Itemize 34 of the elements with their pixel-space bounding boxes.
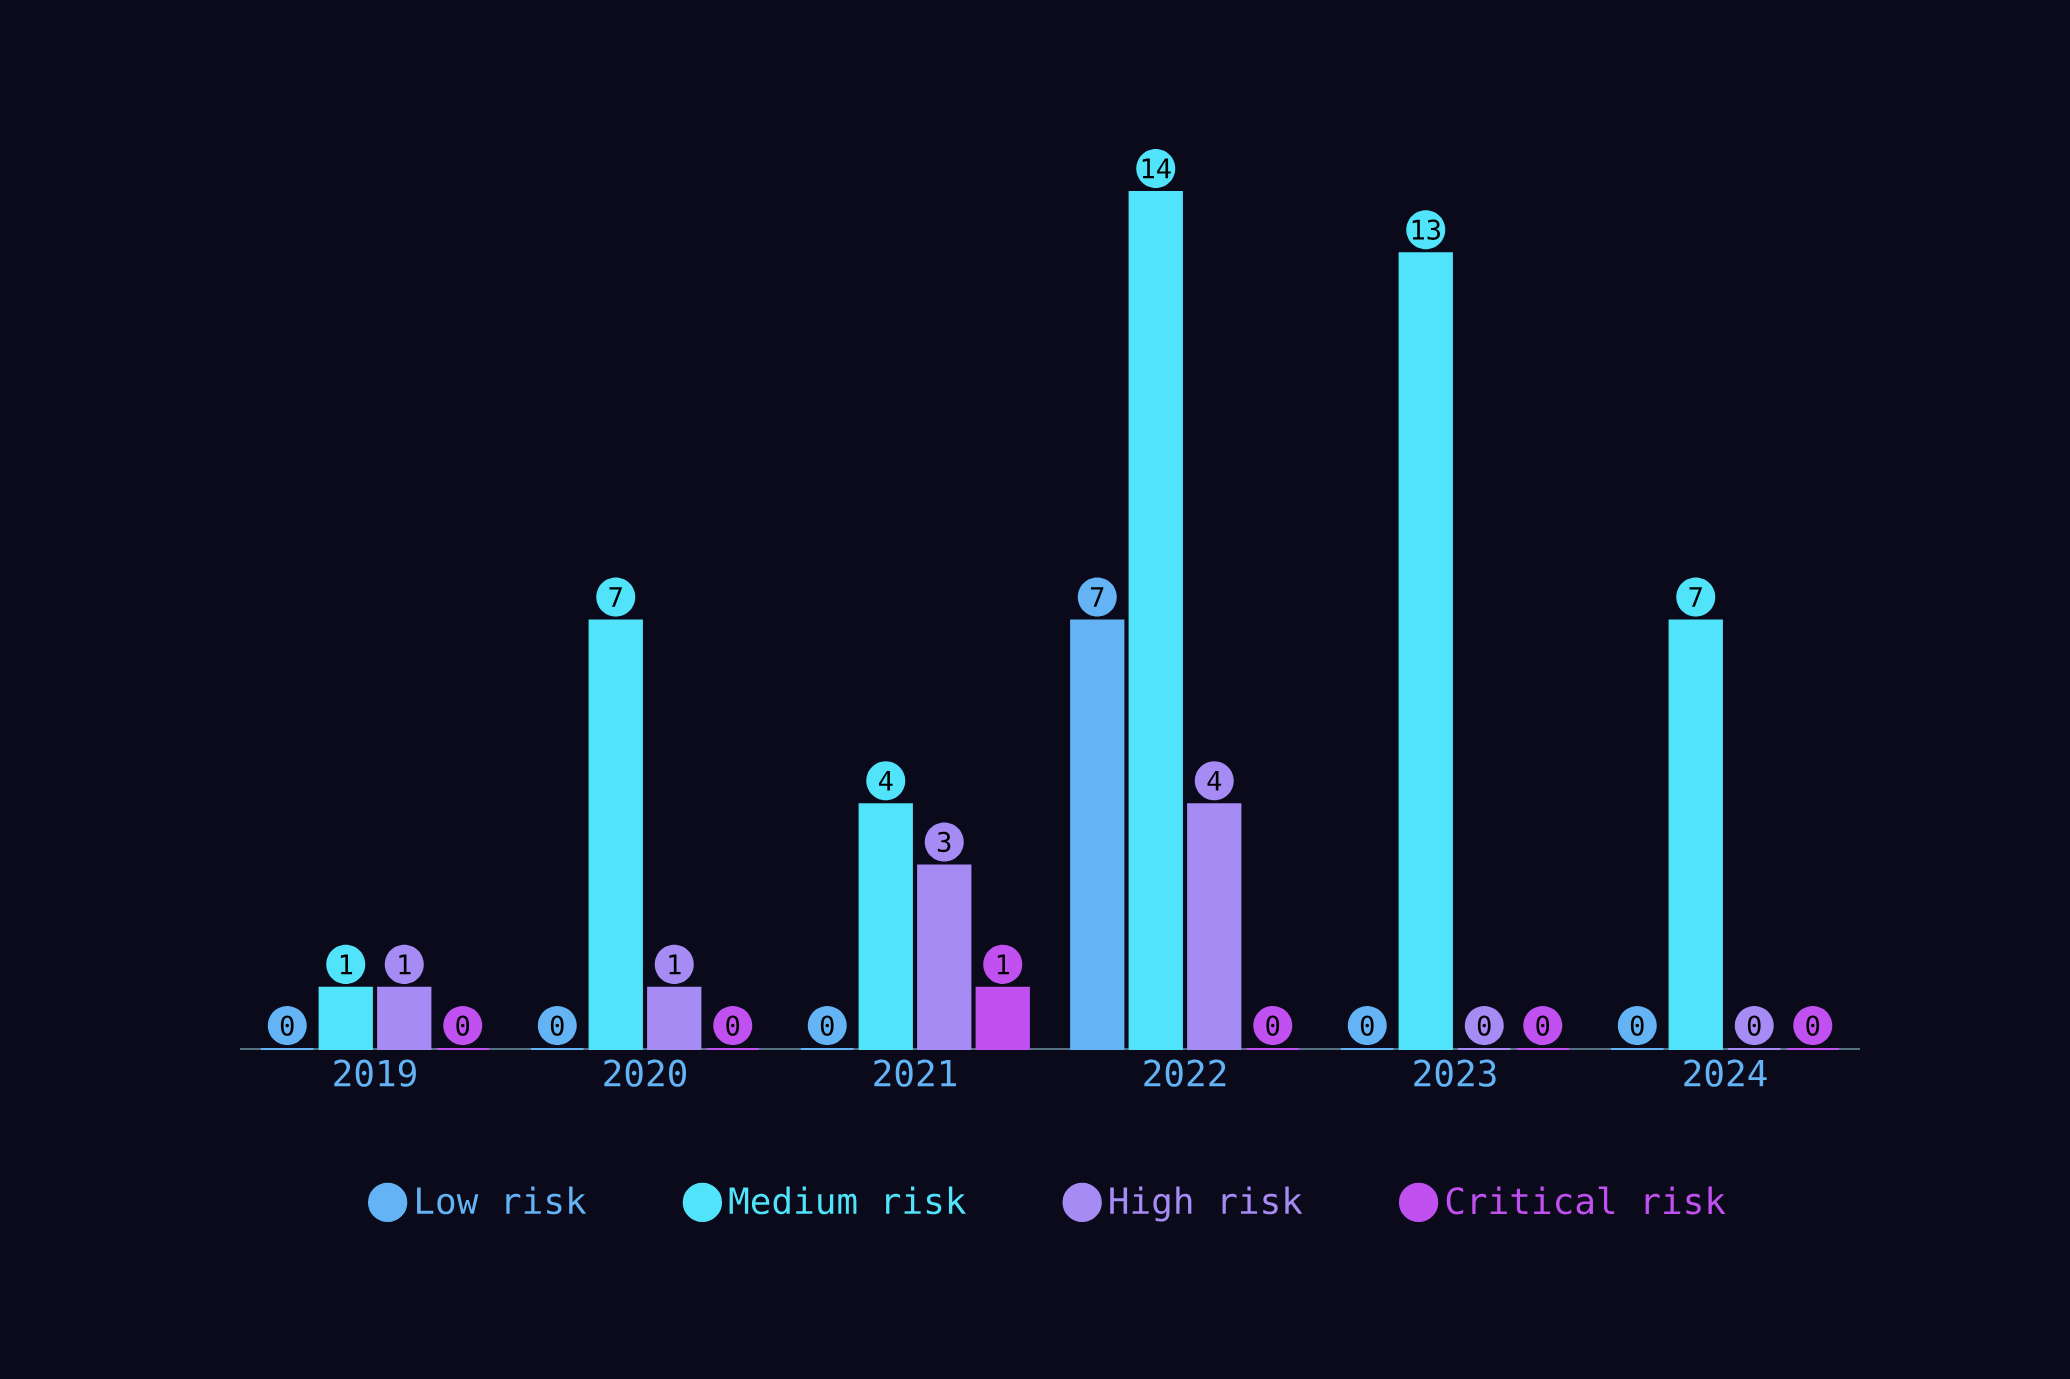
data-label: 1 — [340, 954, 353, 975]
data-label: 0 — [1477, 1015, 1491, 1036]
data-label: 7 — [1689, 587, 1702, 607]
data-label: 3 — [937, 831, 951, 853]
data-label: 0 — [1266, 1015, 1280, 1036]
data-label: 14 — [1142, 158, 1171, 179]
data-label: 0 — [1806, 1015, 1820, 1036]
x-tick-label: 2019 — [334, 1059, 416, 1087]
x-tick-label: 2020 — [604, 1059, 687, 1087]
data-label: 7 — [609, 587, 622, 607]
data-label: 0 — [550, 1015, 564, 1036]
legend-label: Medium risk — [729, 1186, 966, 1215]
data-label: 1 — [997, 954, 1010, 975]
legend-label: Critical risk — [1446, 1186, 1726, 1215]
data-label: 0 — [1630, 1015, 1644, 1036]
data-label: 0 — [280, 1015, 294, 1036]
data-label: 0 — [820, 1015, 834, 1036]
data-label: 4 — [1207, 770, 1222, 791]
legend-label: Low risk — [417, 1186, 587, 1215]
data-label: 0 — [726, 1015, 740, 1036]
x-tick-label: 2024 — [1684, 1059, 1767, 1087]
x-tick-label: 2021 — [874, 1059, 956, 1087]
data-label: 7 — [1090, 587, 1104, 607]
data-label: 4 — [878, 770, 893, 791]
data-label: 1 — [399, 954, 411, 975]
x-tick-label: 2022 — [1144, 1059, 1226, 1087]
data-label: 0 — [1747, 1015, 1761, 1036]
data-label: 0 — [456, 1015, 470, 1036]
data-label: 1 — [669, 954, 681, 975]
x-tick-label: 2023 — [1414, 1059, 1496, 1087]
data-label: 0 — [1360, 1015, 1374, 1036]
data-label: 13 — [1412, 219, 1440, 240]
legend-label: High risk — [1110, 1186, 1303, 1222]
data-label: 0 — [1536, 1015, 1550, 1036]
